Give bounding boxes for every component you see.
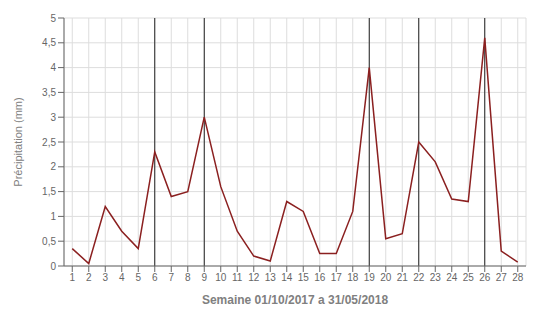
svg-text:4: 4 [119,272,125,283]
svg-text:19: 19 [364,272,376,283]
svg-text:25: 25 [463,272,475,283]
svg-text:27: 27 [496,272,508,283]
svg-text:9: 9 [201,272,207,283]
svg-text:15: 15 [298,272,310,283]
svg-text:5: 5 [135,272,141,283]
svg-text:28: 28 [512,272,524,283]
svg-text:11: 11 [232,272,243,283]
svg-text:5: 5 [50,13,56,24]
svg-text:7: 7 [168,272,174,283]
svg-text:2: 2 [86,272,92,283]
svg-text:0: 0 [50,261,56,272]
svg-text:3: 3 [102,272,108,283]
svg-text:4,5: 4,5 [42,37,56,48]
svg-text:17: 17 [331,272,343,283]
svg-text:0,5: 0,5 [42,236,56,247]
svg-text:3: 3 [50,112,56,123]
svg-text:1,5: 1,5 [42,186,56,197]
svg-text:1: 1 [50,211,56,222]
svg-text:24: 24 [446,272,458,283]
svg-text:26: 26 [479,272,491,283]
svg-text:3,5: 3,5 [42,87,56,98]
svg-text:16: 16 [314,272,326,283]
svg-text:2: 2 [50,161,56,172]
svg-text:1: 1 [69,272,75,283]
svg-text:18: 18 [347,272,359,283]
svg-text:14: 14 [281,272,293,283]
svg-text:21: 21 [397,272,409,283]
svg-text:6: 6 [152,272,158,283]
svg-text:23: 23 [430,272,442,283]
svg-text:20: 20 [380,272,392,283]
svg-text:22: 22 [413,272,425,283]
svg-text:4: 4 [50,62,56,73]
svg-text:8: 8 [185,272,191,283]
svg-text:10: 10 [215,272,227,283]
svg-text:13: 13 [265,272,277,283]
svg-text:Semaine 01/10/2017 a 31/05/201: Semaine 01/10/2017 a 31/05/2018 [202,293,388,307]
svg-text:12: 12 [248,272,260,283]
svg-text:Précipitation (mm): Précipitation (mm) [12,97,24,186]
svg-text:2,5: 2,5 [42,137,56,148]
